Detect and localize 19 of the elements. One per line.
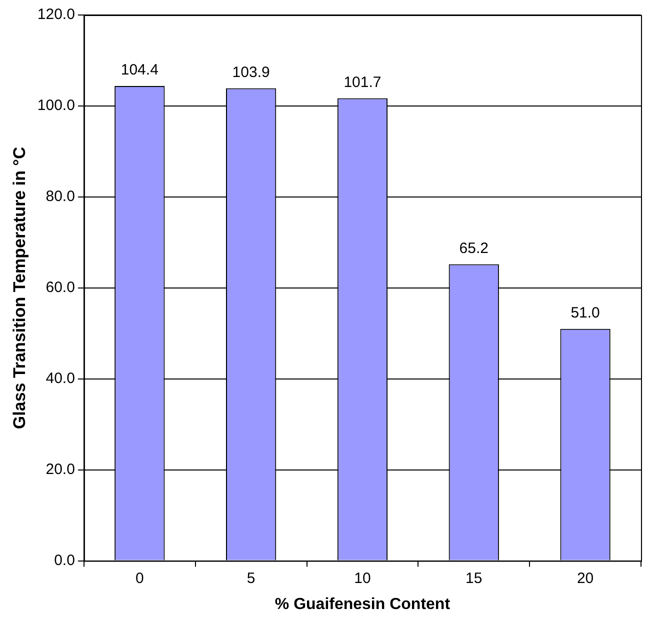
data-label: 101.7 [344,74,382,91]
x-tick-label: 5 [246,570,256,587]
x-tick-label: 0 [135,570,144,587]
data-label: 65.2 [459,240,488,257]
x-tick-label: 15 [466,570,482,587]
x-tick-label: 20 [576,570,594,587]
y-tick-label: 100.0 [37,97,75,114]
data-label: 51.0 [570,304,600,322]
data-label: 103.9 [232,64,270,81]
y-tick-label: 80.0 [46,188,75,206]
y-tick-label: 40.0 [46,370,75,388]
y-tick-label: 60.0 [46,279,75,296]
y-tick-label: 20.0 [46,460,75,478]
y-tick-label: 120.0 [37,6,75,24]
x-tick-label: 10 [354,570,371,587]
x-axis-title: % Guaifenesin Content [274,596,451,613]
y-tick-label: 0.0 [54,552,75,569]
data-label: 104.4 [120,62,158,79]
y-axis-title: Glass Transition Temperature in °C [10,146,29,430]
